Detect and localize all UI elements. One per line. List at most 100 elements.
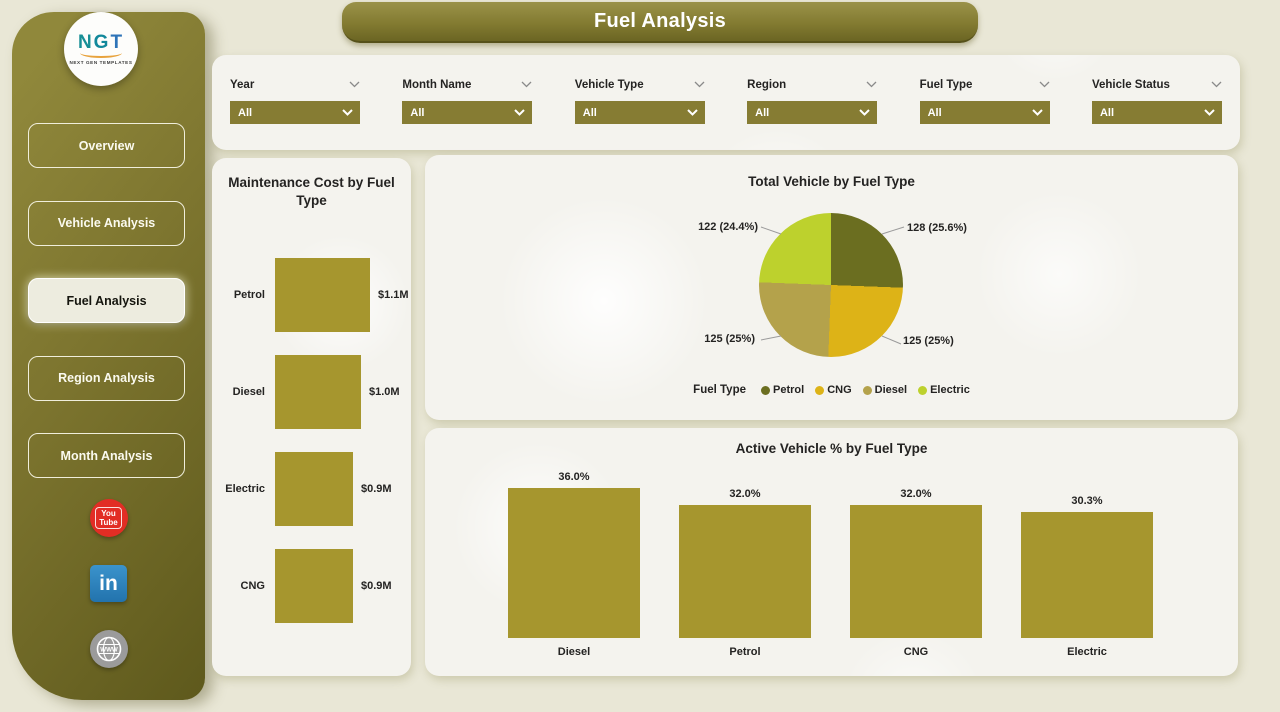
bar-cng[interactable] bbox=[275, 549, 353, 623]
chevron-down-icon[interactable] bbox=[1039, 81, 1050, 88]
linkedin-icon[interactable]: in bbox=[90, 565, 127, 602]
logo-swoosh-icon bbox=[80, 53, 122, 58]
legend-item-petrol[interactable]: Petrol bbox=[761, 384, 804, 396]
chevron-down-icon[interactable] bbox=[1211, 81, 1222, 88]
pie-legend: Fuel Type Petrol CNG Diesel Electric bbox=[425, 382, 1238, 398]
filter-group-vehicle-status: Vehicle Status All bbox=[1091, 77, 1222, 150]
value-label: $0.9M bbox=[361, 580, 392, 592]
filter-selected-value: All bbox=[755, 106, 770, 119]
chevron-down-icon[interactable] bbox=[687, 109, 698, 116]
chevron-down-icon[interactable] bbox=[1031, 109, 1043, 116]
column-category-label: Diesel bbox=[557, 646, 591, 658]
column-category-label: CNG bbox=[903, 646, 929, 658]
legend-title: Fuel Type bbox=[693, 384, 746, 396]
value-label: $1.1M bbox=[378, 289, 409, 301]
filter-group-region: Region All bbox=[747, 77, 878, 150]
filter-dropdown-fuel-type[interactable]: All bbox=[919, 101, 1050, 124]
chevron-down-icon[interactable] bbox=[349, 81, 360, 88]
filter-label: Fuel Type bbox=[919, 78, 973, 91]
logo-subtext: NEXT GEN TEMPLATES bbox=[69, 60, 133, 65]
filter-selected-value: All bbox=[927, 106, 942, 119]
logo-text: NGT bbox=[77, 32, 125, 53]
sidebar-item-fuel-analysis[interactable]: Fuel Analysis bbox=[28, 278, 185, 323]
filter-dropdown-region[interactable]: All bbox=[747, 101, 878, 124]
bar-row: Diesel $1.0M bbox=[220, 355, 407, 429]
chevron-down-icon[interactable] bbox=[342, 109, 353, 116]
svg-text:WWW: WWW bbox=[100, 646, 118, 653]
filter-label: Vehicle Type bbox=[574, 78, 644, 91]
column-group-electric: 30.3% Electric bbox=[1021, 428, 1153, 660]
filter-group-fuel-type: Fuel Type All bbox=[919, 77, 1050, 150]
chevron-down-icon[interactable] bbox=[694, 81, 705, 88]
category-label: Petrol bbox=[233, 289, 265, 301]
filter-group-month-name: Month Name All bbox=[402, 77, 533, 150]
pie-chart-title: Total Vehicle by Fuel Type bbox=[748, 174, 915, 189]
category-label: Electric bbox=[225, 483, 265, 495]
chevron-down-icon[interactable] bbox=[521, 81, 532, 88]
legend-dot-icon bbox=[862, 385, 872, 395]
legend-item-cng[interactable]: CNG bbox=[815, 384, 852, 396]
bar-petrol[interactable] bbox=[275, 258, 370, 332]
pie-data-label-diesel: 125 (25%) bbox=[704, 333, 755, 345]
maintenance-chart-title: Maintenance Cost by Fuel Type bbox=[228, 175, 395, 209]
chevron-down-icon[interactable] bbox=[859, 109, 870, 116]
legend-dot-icon bbox=[918, 385, 928, 395]
value-label: $1.0M bbox=[369, 386, 400, 398]
column-value-label: 32.0% bbox=[900, 488, 932, 500]
youtube-icon[interactable]: You Tube bbox=[89, 499, 128, 537]
category-label: Diesel bbox=[232, 386, 265, 398]
website-globe-icon[interactable]: WWW bbox=[89, 630, 128, 668]
filter-selected-value: All bbox=[238, 106, 253, 119]
sidebar-item-overview[interactable]: Overview bbox=[28, 123, 185, 168]
column-value-label: 32.0% bbox=[729, 488, 761, 500]
sidebar-item-region-analysis[interactable]: Region Analysis bbox=[28, 355, 185, 401]
value-label: $0.9M bbox=[361, 483, 392, 495]
sidebar-item-month-analysis[interactable]: Month Analysis bbox=[28, 433, 185, 478]
pie-data-label-cng: 125 (25%) bbox=[903, 335, 954, 347]
bar-electric[interactable] bbox=[275, 452, 353, 526]
filter-label: Year bbox=[230, 78, 255, 91]
filter-dropdown-vehicle-status[interactable]: All bbox=[1091, 101, 1222, 124]
bar-diesel[interactable] bbox=[275, 355, 361, 429]
filter-selected-value: All bbox=[582, 106, 597, 119]
page-title-banner: Fuel Analysis bbox=[342, 2, 978, 43]
globe-icon: WWW bbox=[96, 636, 121, 662]
total-vehicle-panel: Total Vehicle by Fuel Type 128 (25.6%) 12… bbox=[425, 155, 1238, 420]
chevron-down-icon[interactable] bbox=[514, 109, 526, 116]
filter-dropdown-vehicle-type[interactable]: All bbox=[574, 101, 705, 124]
column-bar-diesel[interactable] bbox=[508, 488, 640, 638]
column-category-label: Petrol bbox=[729, 646, 761, 658]
filter-panel: Year All Month Name All Vehicle Type All bbox=[212, 55, 1240, 150]
chevron-down-icon[interactable] bbox=[866, 81, 877, 88]
column-group-diesel: 36.0% Diesel bbox=[508, 428, 640, 660]
column-value-label: 36.0% bbox=[558, 471, 590, 483]
chevron-down-icon[interactable] bbox=[1204, 109, 1215, 116]
column-bar-petrol[interactable] bbox=[679, 505, 811, 638]
sidebar-socials: You Tube in WWW bbox=[12, 499, 205, 668]
sidebar-item-vehicle-analysis[interactable]: Vehicle Analysis bbox=[28, 200, 185, 246]
legend-dot-icon bbox=[815, 385, 825, 395]
legend-item-diesel[interactable]: Diesel bbox=[862, 384, 907, 396]
active-vehicle-panel: Active Vehicle % by Fuel Type 36.0% Dies… bbox=[425, 428, 1238, 676]
legend-item-electric[interactable]: Electric bbox=[918, 384, 970, 396]
pie-chart[interactable] bbox=[759, 213, 903, 357]
filter-dropdown-month-name[interactable]: All bbox=[402, 101, 533, 124]
filter-group-vehicle-type: Vehicle Type All bbox=[574, 77, 705, 150]
active-vehicle-column-chart: 36.0% Diesel 32.0% Petrol 32.0% CNG 30.3… bbox=[508, 428, 1153, 660]
column-category-label: Electric bbox=[1067, 646, 1107, 658]
filter-dropdown-year[interactable]: All bbox=[230, 101, 360, 124]
maintenance-bar-chart: Petrol $1.1M Diesel $1.0M Electric $0.9M… bbox=[220, 258, 409, 646]
column-chart-title: Active Vehicle % by Fuel Type bbox=[735, 441, 928, 456]
filter-group-year: Year All bbox=[230, 77, 360, 150]
bar-row: Electric $0.9M bbox=[220, 452, 407, 526]
sidebar: NGT NEXT GEN TEMPLATES Overview Vehicle A… bbox=[12, 12, 205, 700]
ngt-logo: NGT NEXT GEN TEMPLATES bbox=[64, 12, 138, 86]
page-title: Fuel Analysis bbox=[593, 10, 727, 32]
column-bar-electric[interactable] bbox=[1021, 512, 1153, 638]
legend-dot-icon bbox=[761, 385, 770, 395]
column-value-label: 30.3% bbox=[1071, 495, 1103, 507]
filter-label: Region bbox=[747, 78, 787, 91]
column-bar-cng[interactable] bbox=[850, 505, 982, 638]
filter-selected-value: All bbox=[410, 106, 425, 119]
